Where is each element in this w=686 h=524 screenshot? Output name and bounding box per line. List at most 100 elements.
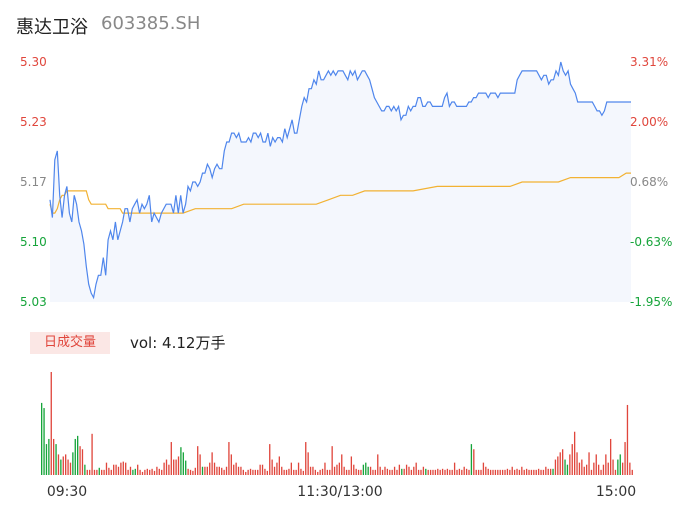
volume-bar xyxy=(367,466,369,475)
volume-bar xyxy=(465,468,468,475)
volume-bar xyxy=(554,459,557,475)
volume-bar xyxy=(233,464,235,475)
price-line xyxy=(49,61,631,300)
volume-bar xyxy=(60,459,62,475)
volume-bar xyxy=(379,466,381,475)
volume-bar xyxy=(115,464,117,475)
volume-bar xyxy=(540,469,542,475)
volume-bar xyxy=(288,468,290,475)
volume-bar xyxy=(427,469,429,475)
volume-bar xyxy=(398,464,401,475)
volume-bar xyxy=(139,469,141,475)
volume-bar xyxy=(254,469,256,475)
volume-bar xyxy=(278,456,280,475)
volume-bar xyxy=(129,466,132,475)
volume-bar xyxy=(221,467,223,475)
volume-bar xyxy=(144,469,146,475)
volume-bar xyxy=(386,468,389,475)
volume-bar xyxy=(374,469,377,475)
volume-bar xyxy=(626,404,629,475)
volume-bar xyxy=(533,469,535,475)
volume-bar xyxy=(622,462,624,475)
volume-bar xyxy=(153,470,156,475)
volume-bar xyxy=(273,466,276,475)
volume-bar xyxy=(67,459,69,475)
volume-bar xyxy=(629,462,631,475)
volume-bar xyxy=(446,468,449,475)
volume-bar xyxy=(300,468,302,475)
volume-bar xyxy=(117,466,120,475)
volume-bar xyxy=(81,449,84,475)
volume-bar xyxy=(264,468,266,475)
volume-bar xyxy=(113,464,115,475)
volume-bar xyxy=(110,469,112,475)
volume-summary: vol: 4.12万手 xyxy=(130,334,226,352)
volume-bar xyxy=(485,466,487,475)
volume-bar xyxy=(98,467,100,475)
volume-bar xyxy=(48,438,50,475)
x-tick-label: 09:30 xyxy=(47,484,87,500)
volume-bar xyxy=(259,464,261,475)
volume-bar xyxy=(343,466,345,475)
volume-bar xyxy=(175,459,177,475)
volume-bar xyxy=(578,462,581,475)
volume-bar xyxy=(192,470,194,475)
volume-bar xyxy=(161,469,163,475)
volume-bar xyxy=(86,469,88,475)
volume-bar xyxy=(312,466,314,475)
volume-bar xyxy=(425,468,427,475)
stock-code: 603385.SH xyxy=(101,13,201,34)
volume-bar xyxy=(134,468,136,475)
volume-bar xyxy=(437,468,439,475)
volume-bar xyxy=(182,452,184,475)
volume-bar xyxy=(362,464,365,475)
volume-bar xyxy=(91,433,93,475)
y-tick-label-right: -0.63% xyxy=(630,235,672,249)
volume-bar xyxy=(614,469,617,475)
volume-bar xyxy=(509,469,511,475)
volume-bar xyxy=(261,464,264,475)
volume-bar xyxy=(237,466,240,475)
volume-bar xyxy=(504,469,506,475)
volume-bar xyxy=(581,459,583,475)
volume-bar xyxy=(235,462,237,475)
price-area xyxy=(50,62,631,302)
volume-bar xyxy=(439,469,441,475)
volume-bar xyxy=(537,468,540,475)
volume-bar xyxy=(494,469,497,475)
volume-bar xyxy=(561,449,564,475)
volume-bar xyxy=(576,452,578,475)
volume-bar xyxy=(489,469,492,475)
volume-bar xyxy=(283,469,285,475)
volume-bar xyxy=(612,459,614,475)
volume-bar xyxy=(403,468,405,475)
volume-bar xyxy=(369,466,372,475)
volume-bar xyxy=(137,464,139,475)
volume-bar xyxy=(617,459,619,475)
volume-bar xyxy=(415,462,417,475)
volume-bar xyxy=(429,469,432,475)
volume-bar xyxy=(523,469,525,475)
volume-bar xyxy=(163,462,165,475)
volume-bar xyxy=(492,469,494,475)
volume-bar xyxy=(482,462,485,475)
volume-bar xyxy=(624,442,626,475)
volume-bar xyxy=(225,466,228,475)
volume-bar xyxy=(307,452,309,475)
volume-bar xyxy=(468,469,470,475)
volume-bar xyxy=(475,469,477,475)
volume-bar xyxy=(57,454,60,475)
volume-bar xyxy=(605,454,607,475)
volume-bar xyxy=(120,462,122,475)
volume-bar xyxy=(156,466,158,475)
volume-bar xyxy=(609,438,612,475)
volume-bar xyxy=(185,460,187,475)
volume-bar xyxy=(305,442,307,475)
volume-bar xyxy=(449,469,451,475)
volume-bar xyxy=(631,469,633,475)
volume-bar xyxy=(432,469,434,475)
volume-bar xyxy=(545,466,547,475)
volume-bar xyxy=(257,469,259,475)
volume-bar xyxy=(571,444,573,475)
y-tick-label-left: 5.23 xyxy=(20,115,47,129)
